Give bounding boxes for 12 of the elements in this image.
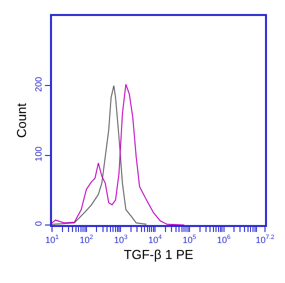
y-tick-label: 200 bbox=[33, 76, 44, 92]
x-tick-label: 10$^{3}$ bbox=[114, 234, 128, 245]
x-tick-label: 10$^{2}$ bbox=[80, 234, 94, 245]
x-tick-label: 10$^{7.2}$ bbox=[256, 234, 275, 245]
y-tick-label: 0 bbox=[33, 221, 44, 226]
x-tick-label: 10$^{4}$ bbox=[148, 234, 162, 245]
x-tick-label: 10$^{6}$ bbox=[217, 234, 232, 245]
x-tick-label: 10$^{5}$ bbox=[182, 234, 197, 245]
y-axis-title: Count bbox=[14, 102, 29, 138]
x-tick-label: 10$^{1}$ bbox=[45, 234, 60, 245]
x-axis-title: TGF-β 1 PE bbox=[124, 246, 194, 262]
y-tick-label: 100 bbox=[33, 146, 44, 162]
